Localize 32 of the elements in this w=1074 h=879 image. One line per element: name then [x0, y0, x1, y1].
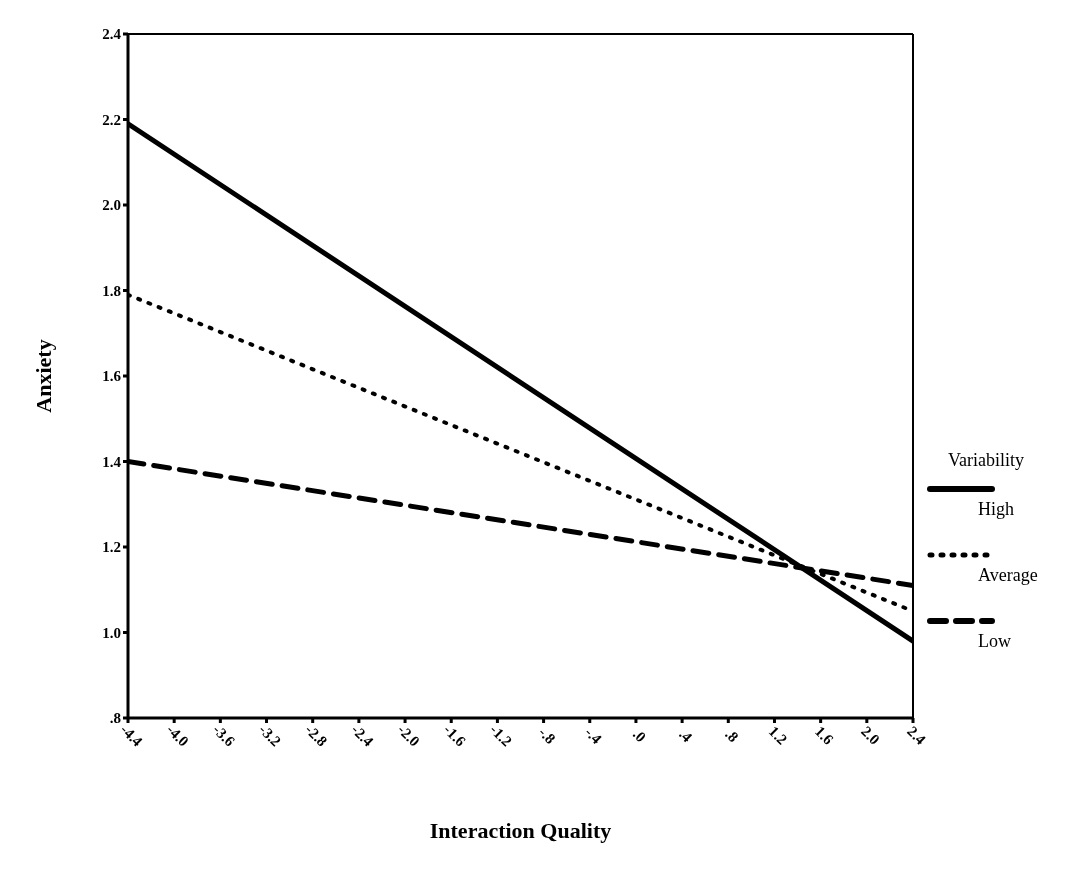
y-axis-title: Anxiety: [30, 339, 56, 413]
x-tick-label: -4.0: [163, 721, 192, 750]
y-tick-label: 1.2: [102, 539, 121, 556]
x-tick-label: -2.0: [394, 721, 423, 750]
x-tick-label: 2.0: [858, 723, 883, 748]
y-tick-label: .8: [109, 710, 121, 727]
x-tick-label: .0: [629, 725, 650, 746]
x-tick-label: .4: [676, 725, 696, 746]
legend-label: Low: [978, 631, 1012, 652]
legend-title: Variability: [948, 450, 1025, 471]
x-tick-label: -3.2: [256, 721, 285, 750]
y-tick-label: 2.0: [102, 197, 121, 214]
x-tick-label: -2.4: [348, 721, 377, 750]
x-axis-title: Interaction Quality: [429, 818, 612, 843]
x-tick-label: -1.6: [440, 721, 470, 750]
y-tick-label: 1.8: [102, 282, 121, 299]
y-tick-label: 1.4: [102, 453, 122, 470]
x-tick-label: 1.2: [765, 723, 791, 748]
y-tick-label: 1.0: [102, 624, 121, 641]
legend-label: High: [978, 499, 1015, 520]
x-tick-label: -1.2: [486, 721, 515, 750]
x-tick-label: -3.6: [209, 721, 239, 750]
x-tick-label: -.4: [581, 724, 606, 748]
x-tick-label: 1.6: [811, 723, 837, 749]
y-tick-label: 2.4: [102, 26, 122, 43]
x-tick-label: -2.8: [302, 721, 331, 750]
y-tick-label: 1.6: [102, 368, 122, 385]
legend-label: Average: [978, 565, 1039, 586]
x-tick-label: .8: [722, 725, 742, 746]
x-tick-label: -.8: [535, 724, 559, 747]
x-tick-label: 2.4: [904, 723, 930, 749]
y-tick-label: 2.2: [102, 111, 121, 128]
